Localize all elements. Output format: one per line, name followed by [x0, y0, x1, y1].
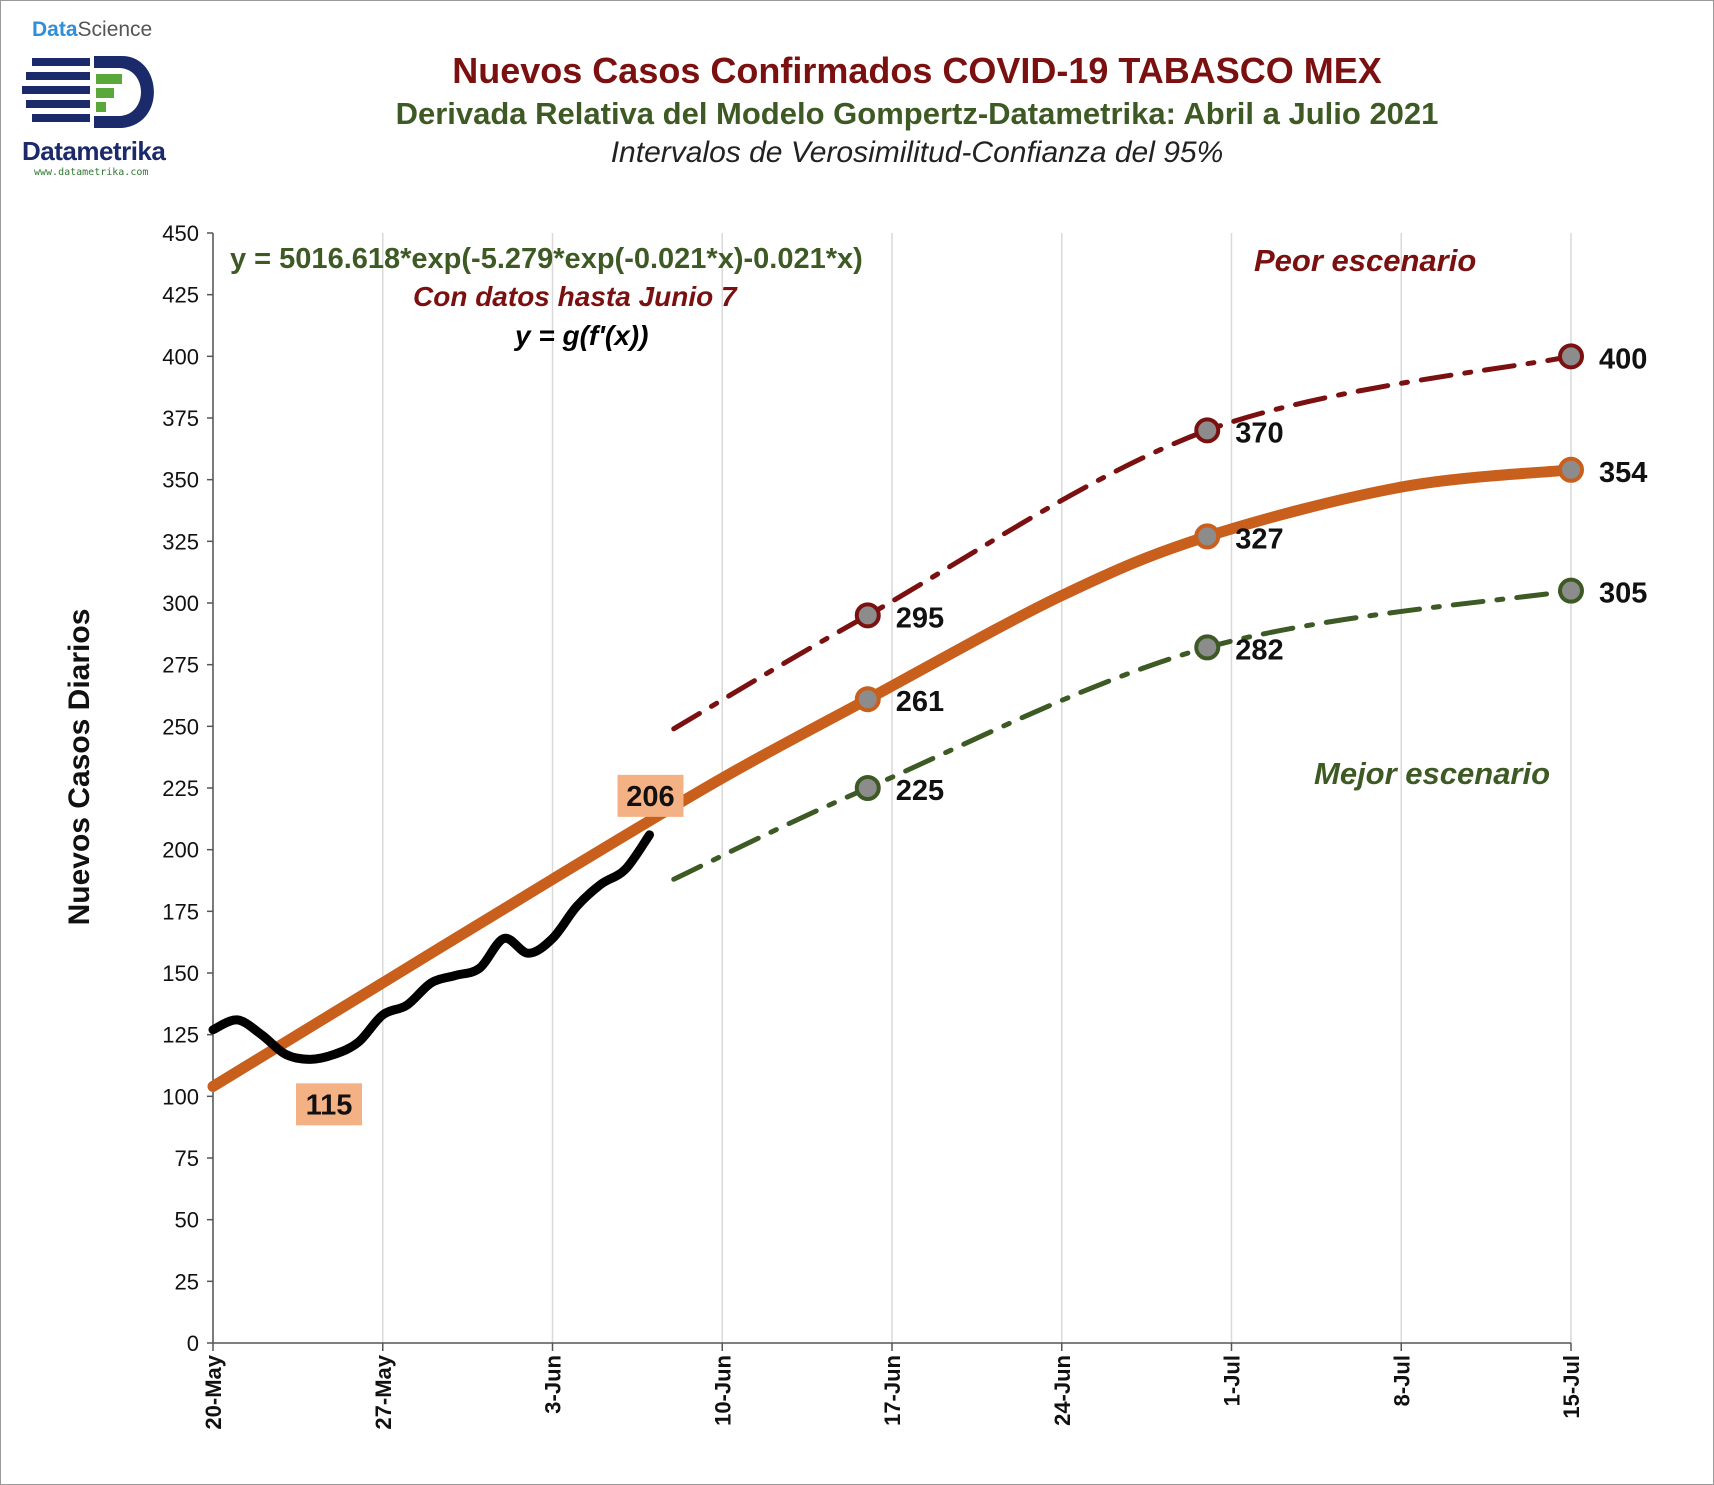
upper-marker — [1558, 343, 1584, 370]
observed-value-label: 206 — [626, 781, 674, 813]
upper-value-label: 295 — [896, 602, 944, 634]
upper-bound-line — [671, 353, 1574, 732]
x-tick-label: 17-Jun — [880, 1355, 905, 1426]
chart-subtitle-2: Intervalos de Verosimilitud-Confianza de… — [610, 136, 1224, 169]
logo-url: www.datametrika.com — [34, 167, 149, 178]
x-tick-label: 3-Jun — [541, 1355, 566, 1414]
y-tick-label: 200 — [162, 838, 199, 863]
model-marker — [1194, 523, 1221, 550]
best-scenario-label: Mejor escenario — [1314, 756, 1551, 791]
datametrika-logo: DataScience Datametrika www.datametrika.… — [18, 16, 188, 178]
model-marker — [854, 686, 881, 713]
lower-value-label: 282 — [1235, 634, 1283, 666]
y-tick-label: 375 — [162, 406, 199, 431]
model-value-label: 261 — [896, 686, 944, 718]
y-tick-label: 275 — [162, 653, 199, 678]
data-cutoff-note: Con datos hasta Junio 7 — [413, 281, 737, 312]
y-tick-label: 25 — [175, 1269, 199, 1294]
x-tick-label: 15-Jul — [1559, 1355, 1584, 1419]
upper-value-label: 370 — [1235, 417, 1283, 449]
x-tick-label: 1-Jul — [1220, 1355, 1245, 1406]
y-tick-label: 75 — [175, 1146, 199, 1171]
lower-marker — [1558, 577, 1584, 604]
logo-tagline: DataScience — [32, 18, 152, 42]
y-tick-label: 400 — [162, 344, 199, 369]
observed-value-label: 115 — [306, 1089, 353, 1121]
y-tick-label: 0 — [187, 1331, 199, 1356]
y-tick-label: 250 — [162, 714, 199, 739]
x-tick-label: 8-Jul — [1389, 1355, 1414, 1406]
chart-title: Nuevos Casos Confirmados COVID-19 TABASC… — [452, 50, 1382, 91]
observed-label-box — [617, 774, 684, 817]
logo-mark-icon — [22, 56, 154, 128]
lower-value-label: 305 — [1599, 578, 1647, 610]
y-tick-label: 450 — [162, 221, 199, 246]
logo-word-data: Data — [32, 18, 78, 41]
upper-value-label: 400 — [1599, 343, 1647, 375]
y-tick-label: 50 — [175, 1208, 199, 1233]
logo-name: Datametrika — [22, 136, 166, 166]
lower-marker — [1194, 634, 1221, 661]
x-tick-label: 20-May — [201, 1354, 226, 1429]
formula-note: y = g(f'(x)) — [515, 320, 649, 351]
lower-bound-line — [671, 588, 1574, 882]
y-tick-label: 325 — [162, 529, 199, 554]
x-tick-label: 24-Jun — [1050, 1355, 1075, 1426]
worst-scenario-label: Peor escenario — [1254, 243, 1477, 278]
upper-marker — [1194, 417, 1221, 444]
y-tick-label: 425 — [162, 283, 199, 308]
observed-cases-line — [208, 830, 654, 1064]
lower-value-label: 225 — [896, 775, 944, 807]
y-tick-label: 350 — [162, 468, 199, 493]
y-tick-label: 300 — [162, 591, 199, 616]
y-tick-label: 100 — [162, 1084, 199, 1109]
y-tick-label: 125 — [162, 1023, 199, 1048]
x-tick-label: 10-Jun — [710, 1355, 735, 1426]
y-tick-label: 225 — [162, 776, 199, 801]
logo-word-science: Science — [77, 18, 153, 41]
lower-marker — [854, 775, 881, 801]
model-value-label: 327 — [1235, 523, 1283, 555]
chart-subtitle: Derivada Relativa del Modelo Gompertz-Da… — [395, 96, 1439, 131]
model-equation: y = 5016.618*exp(-5.279*exp(-0.021*x)-0.… — [230, 243, 863, 275]
x-tick-label: 27-May — [371, 1354, 396, 1429]
y-tick-label: 150 — [162, 961, 199, 986]
y-tick-label: 175 — [162, 899, 199, 924]
model-value-label: 354 — [1599, 457, 1647, 489]
observed-label-box — [296, 1083, 362, 1126]
upper-marker — [854, 602, 881, 629]
model-marker — [1558, 456, 1584, 483]
